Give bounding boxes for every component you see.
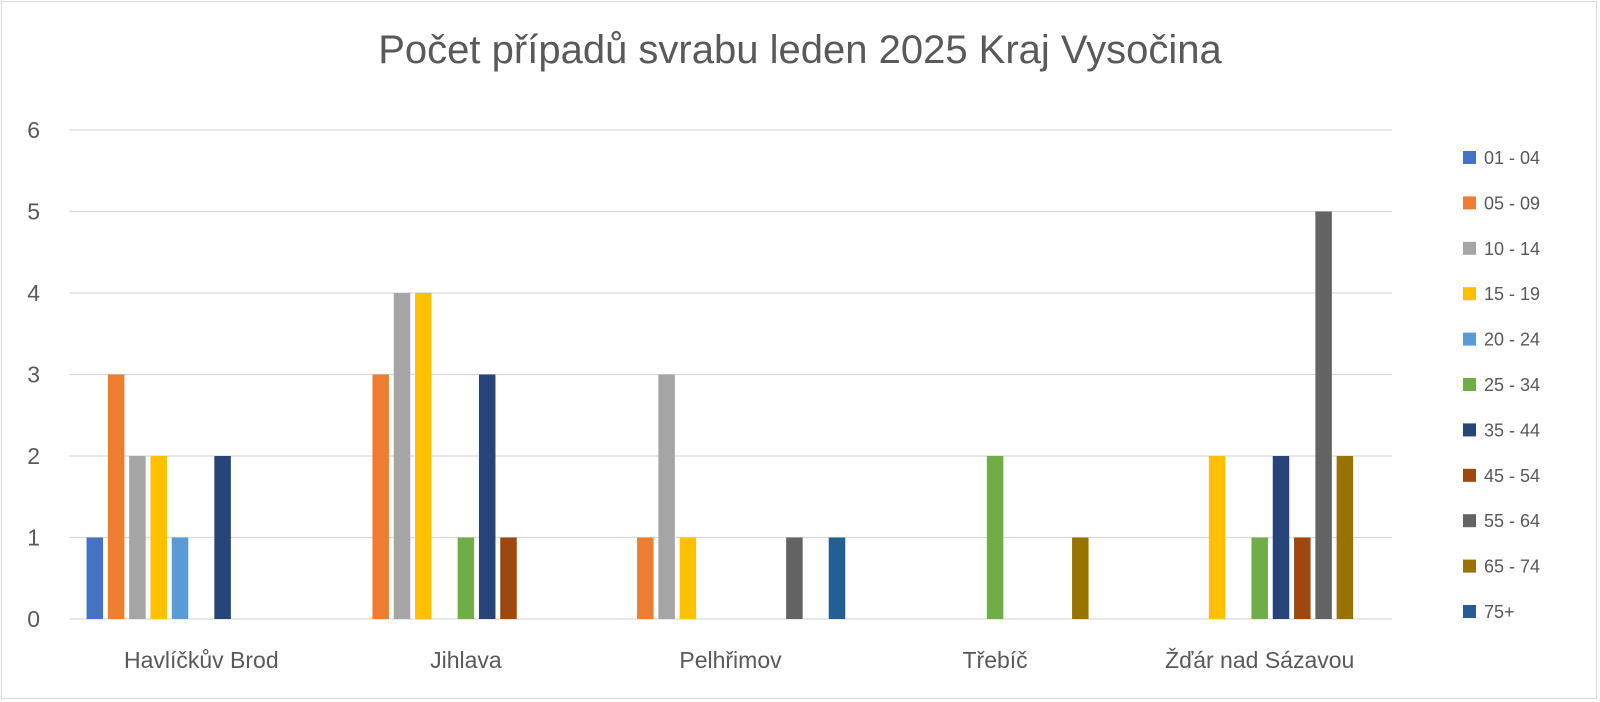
bar-3-5 bbox=[986, 456, 1004, 619]
legend-swatch bbox=[1463, 605, 1476, 618]
bar-0-4 bbox=[171, 537, 189, 619]
legend-label: 75+ bbox=[1484, 602, 1515, 622]
legend-label: 35 - 44 bbox=[1484, 420, 1540, 440]
chart-title: Počet případů svrabu leden 2025 Kraj Vys… bbox=[378, 28, 1222, 72]
bar-1-1 bbox=[372, 374, 389, 619]
gridlines bbox=[69, 129, 1392, 620]
y-tick-label: 3 bbox=[27, 362, 40, 388]
bar-4-9 bbox=[1336, 456, 1354, 619]
y-tick-label: 1 bbox=[27, 525, 40, 551]
legend-label: 65 - 74 bbox=[1484, 557, 1540, 577]
bar-0-1 bbox=[107, 374, 125, 619]
legend-swatch bbox=[1463, 241, 1476, 255]
bar-4-6 bbox=[1272, 456, 1290, 619]
x-category-label: Žďár nad Sázavou bbox=[1165, 647, 1354, 673]
x-category-label: Třebíč bbox=[963, 647, 1028, 673]
bar-4-3 bbox=[1208, 456, 1226, 619]
y-tick-label: 2 bbox=[27, 443, 40, 469]
legend-label: 15 - 19 bbox=[1484, 284, 1540, 304]
legend-swatch bbox=[1463, 514, 1476, 528]
legend-label: 01 - 04 bbox=[1484, 148, 1540, 168]
bar-0-2 bbox=[129, 456, 146, 619]
bar-4-8 bbox=[1315, 211, 1332, 619]
bar-2-3 bbox=[679, 537, 697, 619]
bar-2-10 bbox=[828, 537, 846, 619]
x-category-label: Havlíčkův Brod bbox=[124, 647, 279, 673]
x-category-label: Pelhřimov bbox=[679, 647, 782, 673]
bar-1-5 bbox=[457, 537, 475, 619]
legend-label: 10 - 14 bbox=[1484, 239, 1540, 259]
y-tick-label: 4 bbox=[27, 280, 40, 306]
legend-label: 20 - 24 bbox=[1484, 330, 1540, 350]
legend-label: 55 - 64 bbox=[1484, 511, 1540, 531]
legend: 01 - 04 05 - 09 10 - 14 15 - 19 20 - 24 25 - … bbox=[1463, 148, 1540, 622]
legend-swatch bbox=[1463, 423, 1476, 437]
bar-1-3 bbox=[415, 293, 432, 619]
bar-0-0 bbox=[86, 537, 104, 619]
bar-0-3 bbox=[150, 456, 167, 619]
bars bbox=[86, 211, 1354, 619]
legend-label: 45 - 54 bbox=[1484, 466, 1540, 486]
legend-swatch bbox=[1463, 332, 1476, 346]
bar-4-7 bbox=[1294, 537, 1311, 619]
bar-3-9 bbox=[1072, 537, 1089, 619]
y-axis-ticks: 0 1 2 3 4 5 6 bbox=[27, 117, 40, 632]
legend-label: 05 - 09 bbox=[1484, 193, 1540, 213]
legend-swatch bbox=[1463, 196, 1476, 210]
legend-swatch bbox=[1463, 559, 1476, 573]
bar-2-8 bbox=[786, 537, 803, 619]
legend-swatch bbox=[1463, 287, 1476, 301]
x-category-label: Jihlava bbox=[430, 647, 502, 673]
y-tick-label: 5 bbox=[27, 199, 40, 225]
legend-swatch bbox=[1463, 468, 1476, 482]
bar-1-7 bbox=[500, 537, 517, 619]
bar-4-5 bbox=[1251, 537, 1268, 619]
legend-swatch bbox=[1463, 378, 1476, 391]
bar-1-2 bbox=[393, 293, 411, 619]
x-axis-categories: Havlíčkův Brod Jihlava Pelhřimov Třebíč Žďár… bbox=[124, 647, 1354, 673]
y-tick-label: 6 bbox=[27, 117, 40, 143]
bar-0-6 bbox=[214, 456, 231, 619]
bar-2-1 bbox=[637, 537, 654, 619]
legend-label: 25 - 34 bbox=[1484, 375, 1540, 395]
bar-1-6 bbox=[478, 374, 496, 619]
bar-2-2 bbox=[658, 374, 675, 619]
y-tick-label: 0 bbox=[27, 606, 40, 632]
legend-swatch bbox=[1463, 151, 1476, 164]
